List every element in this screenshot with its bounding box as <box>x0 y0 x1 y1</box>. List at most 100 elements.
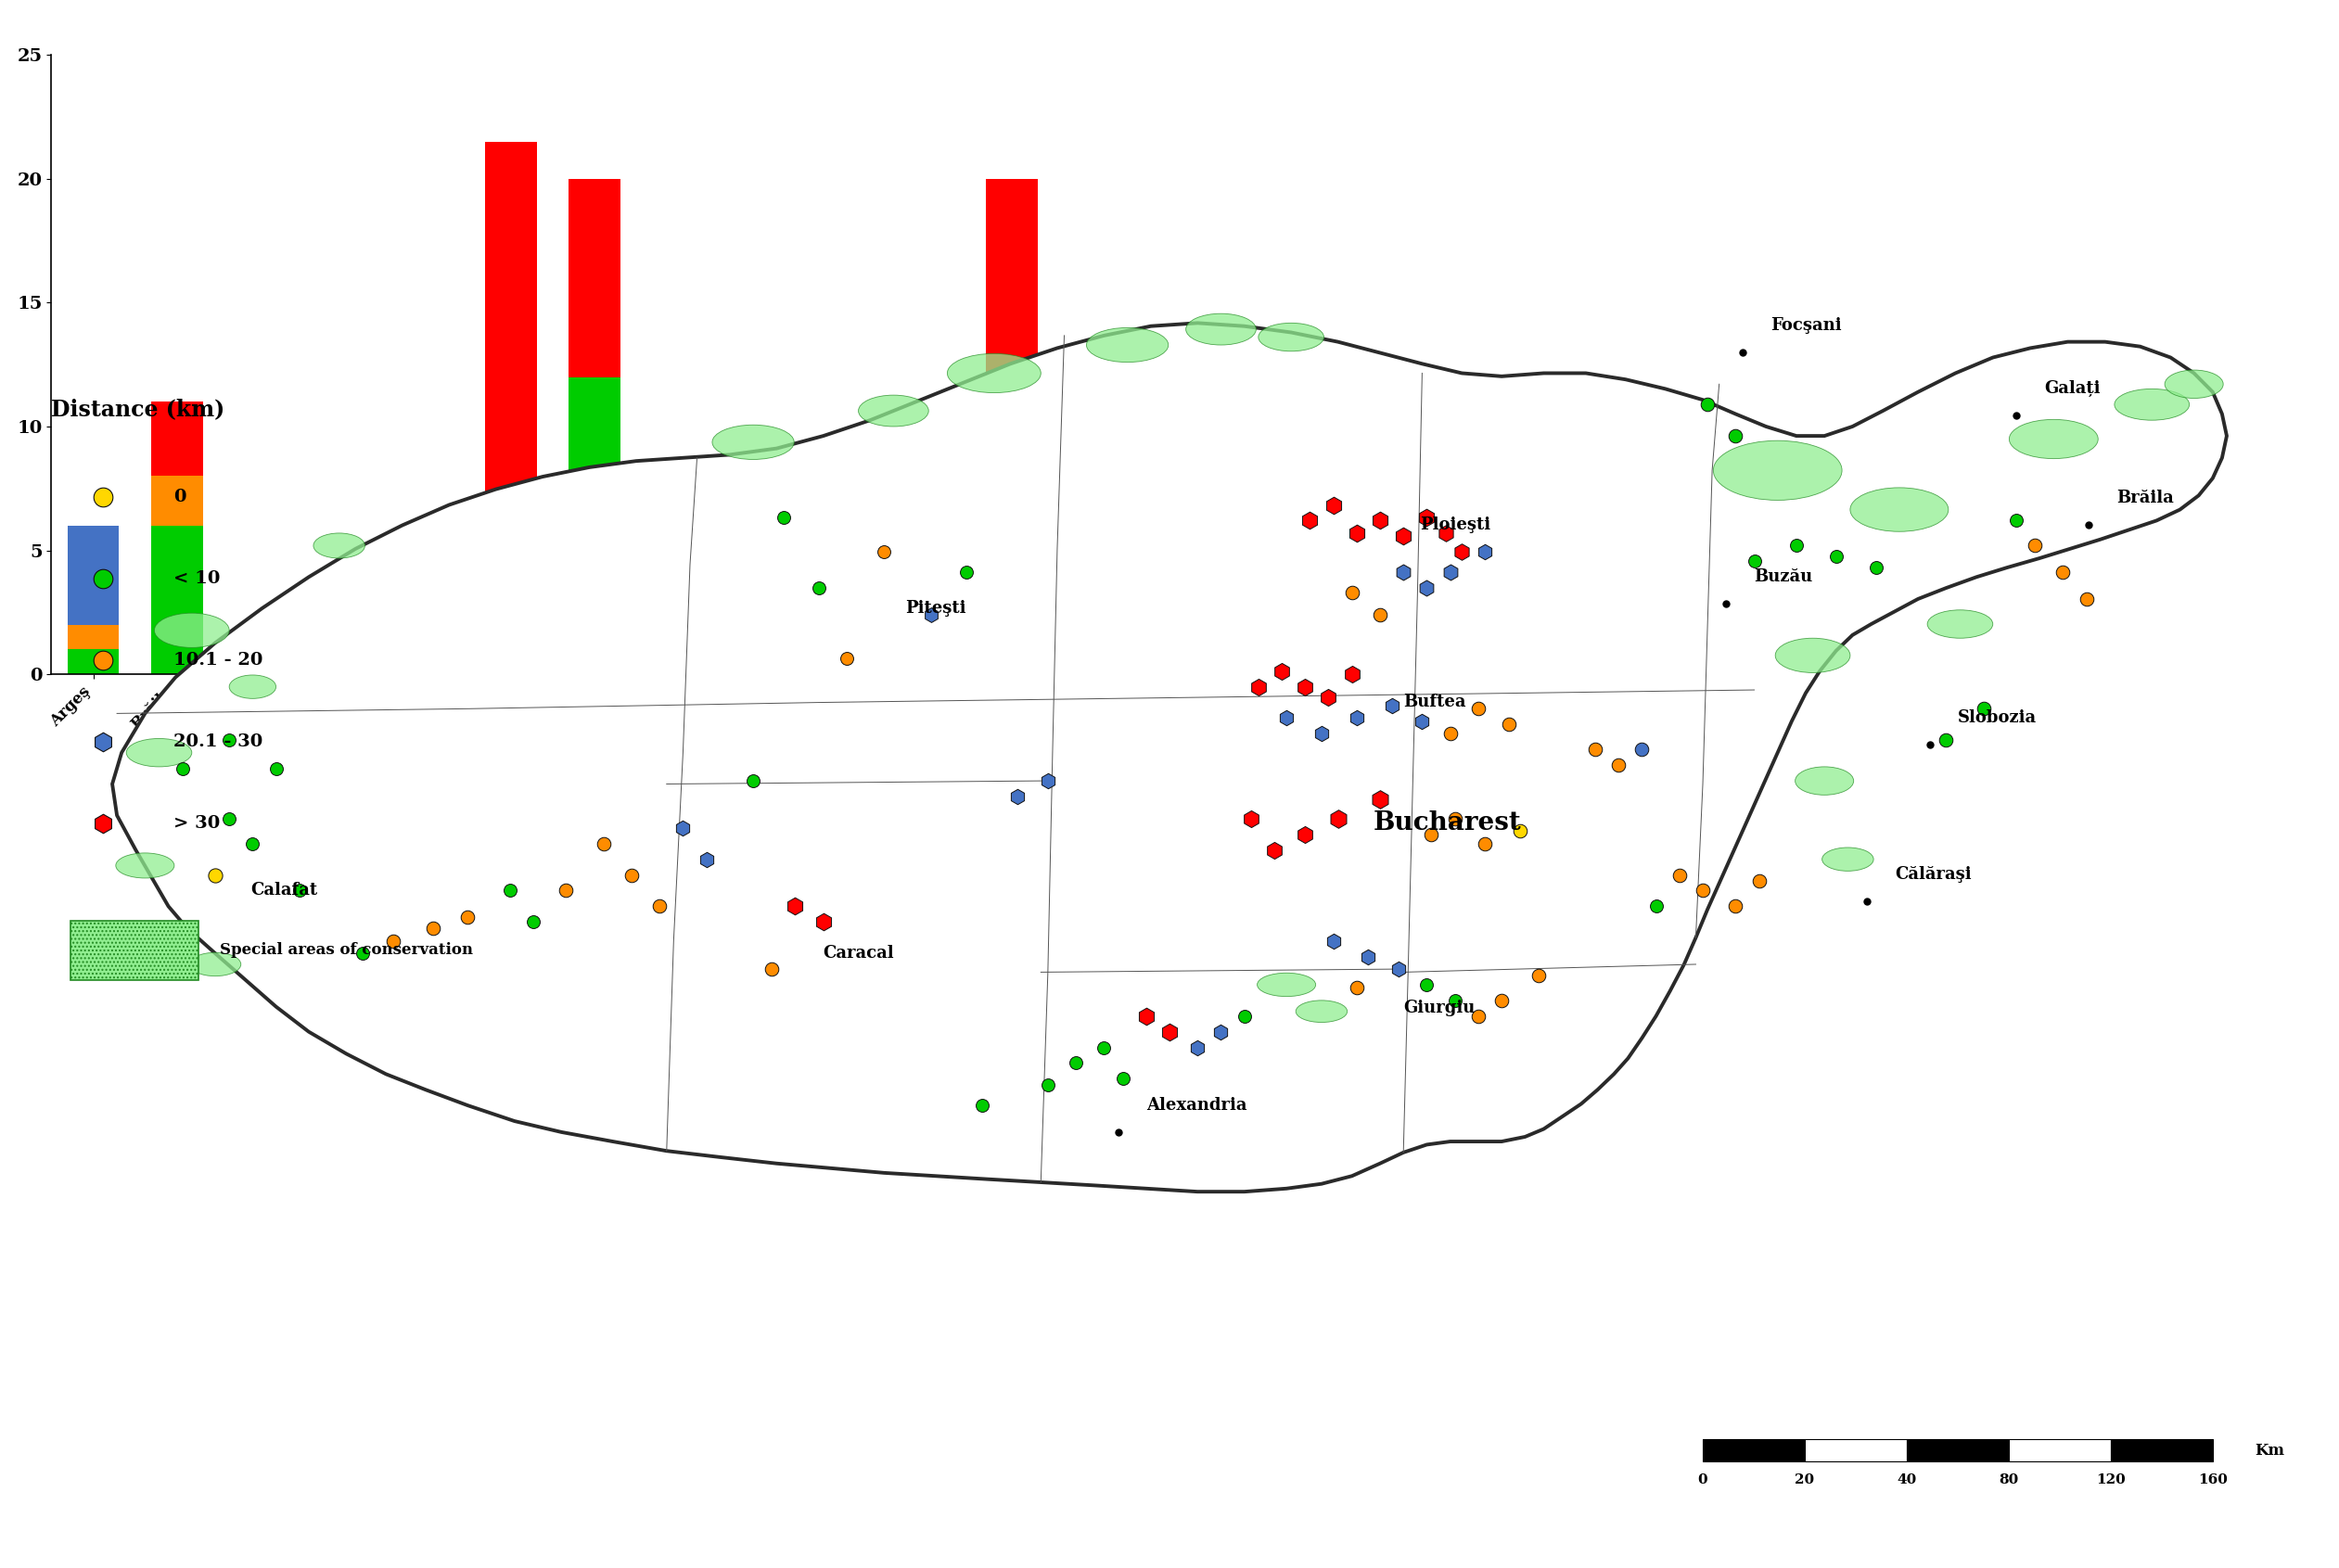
Text: 80: 80 <box>2000 1472 2019 1486</box>
Point <box>1413 822 1450 847</box>
Point <box>164 756 201 781</box>
Ellipse shape <box>1258 972 1317 997</box>
Text: Calafat: Calafat <box>250 881 318 898</box>
Point <box>414 916 451 941</box>
Point <box>1436 988 1474 1013</box>
Point <box>753 956 791 982</box>
Point <box>1029 1073 1067 1098</box>
Ellipse shape <box>1850 488 1948 532</box>
Point <box>1385 524 1422 549</box>
Point <box>1490 712 1527 737</box>
Point <box>1717 423 1754 448</box>
Ellipse shape <box>947 353 1041 394</box>
Point <box>688 847 725 872</box>
Point <box>1338 975 1375 1000</box>
Ellipse shape <box>189 952 241 975</box>
Ellipse shape <box>117 853 175 878</box>
Bar <box>150 477 203 525</box>
Ellipse shape <box>313 533 365 558</box>
Point <box>234 831 271 856</box>
Point <box>1965 696 2002 721</box>
Bar <box>2009 1439 2110 1461</box>
Text: Buftea: Buftea <box>1403 693 1467 710</box>
Bar <box>68 525 119 624</box>
Point <box>1286 822 1324 847</box>
Ellipse shape <box>1775 638 1850 673</box>
Bar <box>903 575 954 674</box>
Point <box>1263 659 1300 684</box>
Bar <box>987 525 1039 674</box>
Point <box>1684 878 1722 903</box>
Point <box>1403 709 1441 734</box>
Bar <box>568 376 620 674</box>
Text: Piteşti: Piteşti <box>905 599 966 616</box>
Ellipse shape <box>154 613 229 648</box>
Point <box>734 768 772 793</box>
Point <box>999 784 1036 809</box>
Text: 120: 120 <box>2096 1472 2126 1486</box>
Ellipse shape <box>1927 610 1993 638</box>
Point <box>547 878 585 903</box>
Text: 40: 40 <box>1897 1472 1916 1486</box>
Point <box>2068 586 2105 612</box>
Point <box>613 862 650 887</box>
Point <box>585 831 622 856</box>
Point <box>1431 721 1469 746</box>
Point <box>1373 693 1410 718</box>
Point <box>1085 1035 1123 1060</box>
Ellipse shape <box>1822 847 1874 872</box>
Bar <box>68 624 119 649</box>
Point <box>947 560 985 585</box>
Point <box>2044 560 2082 585</box>
Text: 160: 160 <box>2199 1472 2227 1486</box>
Point <box>1460 1004 1497 1029</box>
Point <box>491 878 529 903</box>
Point <box>1226 1004 1263 1029</box>
Text: Bucharest: Bucharest <box>1373 811 1520 836</box>
Point <box>1736 549 1773 574</box>
Bar <box>1069 452 1123 674</box>
Point <box>1315 928 1352 953</box>
Point <box>1600 753 1637 778</box>
Ellipse shape <box>713 425 795 459</box>
Point <box>912 602 950 627</box>
Ellipse shape <box>1796 767 1855 795</box>
Point <box>1338 706 1375 731</box>
Bar <box>484 513 538 525</box>
Point <box>281 878 318 903</box>
Point <box>1408 972 1446 997</box>
Point <box>374 928 412 953</box>
Bar <box>70 920 199 980</box>
Point <box>1431 560 1469 585</box>
Point <box>84 566 122 591</box>
Bar <box>150 401 203 477</box>
Point <box>196 862 234 887</box>
Point <box>1057 1051 1095 1076</box>
Text: Ploieşti: Ploieşti <box>1420 516 1490 533</box>
Text: Slobozia: Slobozia <box>1958 709 2037 726</box>
Point <box>1427 521 1464 546</box>
Point <box>1483 988 1520 1013</box>
Point <box>1576 737 1614 762</box>
Text: 10.1 - 20: 10.1 - 20 <box>173 652 262 668</box>
Text: Brăila: Brăila <box>2117 489 2173 506</box>
Bar <box>68 649 119 674</box>
Point <box>1179 1035 1216 1060</box>
Point <box>1361 602 1399 627</box>
Text: Special areas of conservation: Special areas of conservation <box>220 942 472 958</box>
Point <box>1338 521 1375 546</box>
Point <box>2016 533 2054 558</box>
Point <box>1286 674 1324 699</box>
Point <box>1240 674 1277 699</box>
Bar <box>2110 1439 2213 1461</box>
Point <box>211 728 248 753</box>
Text: Galați: Galați <box>2044 379 2100 397</box>
Text: Buzău: Buzău <box>1754 568 1813 585</box>
Point <box>84 729 122 754</box>
Text: Km: Km <box>2255 1443 2285 1458</box>
Text: 0: 0 <box>1698 1472 1707 1486</box>
Point <box>84 485 122 510</box>
Ellipse shape <box>1258 323 1324 351</box>
Point <box>1361 508 1399 533</box>
Text: 20.1 - 30: 20.1 - 30 <box>173 734 262 750</box>
